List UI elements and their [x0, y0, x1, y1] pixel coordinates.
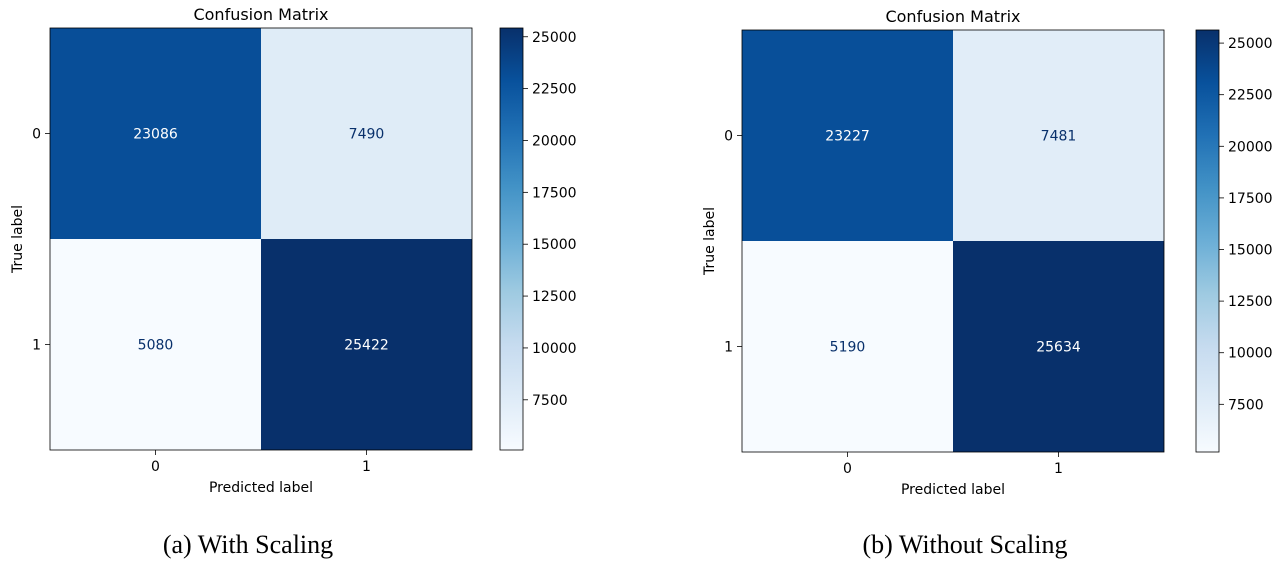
y-tick-label: 0: [32, 127, 41, 143]
x-axis-label: Predicted label: [901, 482, 1005, 498]
figure-caption: (b) Without Scaling: [862, 530, 1067, 559]
cell-value-label: 5190: [830, 340, 866, 356]
colorbar-tick-label: 10000: [1228, 346, 1273, 362]
y-tick-label: 1: [32, 338, 41, 354]
cell-value-label: 23086: [133, 127, 178, 143]
heatmap-cell: [953, 241, 1164, 452]
heatmap-cell: [742, 30, 953, 241]
colorbar-tick-label: 7500: [1228, 397, 1264, 413]
cell-value-label: 23227: [825, 129, 870, 145]
heatmap-cell: [50, 239, 261, 450]
y-tick-label: 0: [724, 129, 733, 145]
heatmap-cell: [261, 28, 472, 239]
x-tick-label: 1: [362, 459, 371, 475]
cell-value-label: 7481: [1041, 129, 1077, 145]
colorbar-tick-label: 12500: [1228, 294, 1273, 310]
y-axis-label: True label: [702, 207, 718, 276]
cell-value-label: 7490: [349, 127, 385, 143]
colorbar-tick-label: 17500: [532, 185, 577, 201]
x-tick-label: 0: [151, 459, 160, 475]
x-tick-label: 1: [1054, 461, 1063, 477]
heatmap-cell: [50, 28, 261, 239]
colorbar: [1195, 29, 1220, 453]
cell-value-label: 25422: [344, 338, 389, 354]
cell-value-label: 25634: [1036, 340, 1081, 356]
confusion-matrix-panel-1: Confusion Matrix 23227 7481 5190 25634 0 1 Pred…: [702, 7, 1273, 559]
figure-caption: (a) With Scaling: [163, 530, 333, 559]
colorbar-tick-label: 15000: [1228, 243, 1273, 259]
colorbar-tick-label: 17500: [1228, 191, 1273, 207]
plot-frame: [49, 27, 473, 451]
colorbar-tick-label: 12500: [532, 289, 577, 305]
chart-title: Confusion Matrix: [885, 7, 1020, 26]
colorbar-tick-label: 10000: [532, 341, 577, 357]
colorbar-tick-label: 20000: [1228, 139, 1273, 155]
colorbar-tick-label: 25000: [532, 30, 577, 46]
colorbar: [499, 27, 524, 451]
cell-value-label: 5080: [138, 338, 174, 354]
colorbar-tick-label: 15000: [532, 237, 577, 253]
x-axis-label: Predicted label: [209, 480, 313, 496]
colorbar-tick-label: 20000: [532, 133, 577, 149]
colorbar-tick-label: 7500: [532, 393, 568, 409]
colorbar-tick-label: 25000: [1228, 36, 1273, 52]
y-axis-label: True label: [10, 205, 26, 274]
plot-frame: [741, 29, 1165, 453]
heatmap-cell: [261, 239, 472, 450]
colorbar-tick-label: 22500: [1228, 88, 1273, 104]
heatmap-cell: [742, 241, 953, 452]
x-tick-label: 0: [843, 461, 852, 477]
colorbar-tick-label: 22500: [532, 82, 577, 98]
confusion-matrix-panel-0: Confusion Matrix 23086 7490 5080 25422 0 1 Pred…: [10, 5, 577, 559]
y-tick-label: 1: [724, 340, 733, 356]
chart-title: Confusion Matrix: [193, 5, 328, 24]
heatmap-cell: [953, 30, 1164, 241]
